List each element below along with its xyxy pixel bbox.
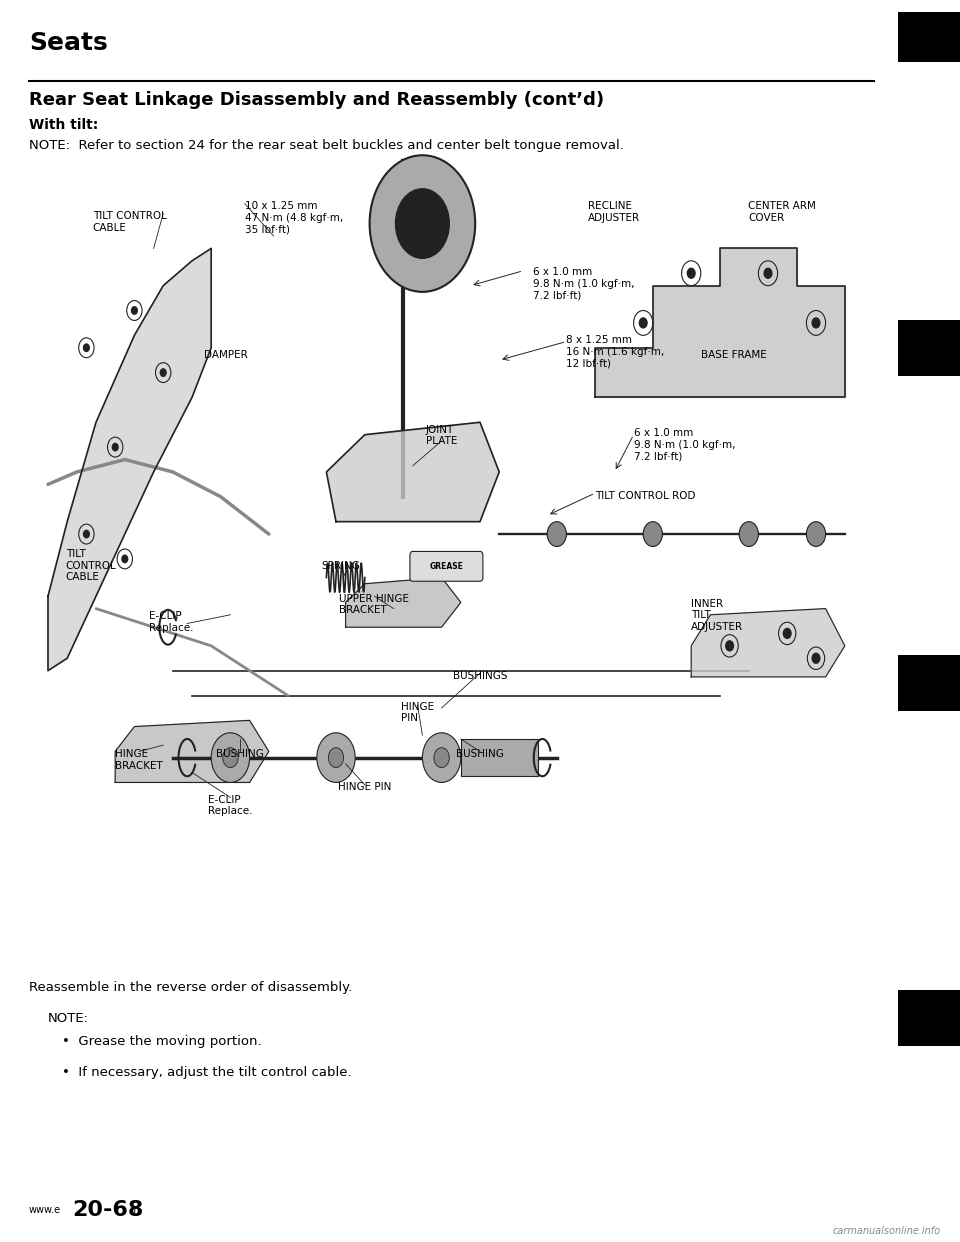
- Circle shape: [812, 318, 820, 328]
- Text: With tilt:: With tilt:: [29, 118, 98, 132]
- Circle shape: [84, 344, 89, 351]
- Text: HINGE
BRACKET: HINGE BRACKET: [115, 749, 163, 770]
- Text: RECLINE
ADJUSTER: RECLINE ADJUSTER: [588, 201, 640, 222]
- Circle shape: [84, 530, 89, 538]
- Text: BUSHING: BUSHING: [216, 749, 264, 759]
- Text: •  Grease the moving portion.: • Grease the moving portion.: [62, 1035, 262, 1047]
- Text: NOTE:  Refer to section 24 for the rear seat belt buckles and center belt tongue: NOTE: Refer to section 24 for the rear s…: [29, 139, 624, 152]
- Text: 6 x 1.0 mm
9.8 N·m (1.0 kgf·m,
7.2 lbf·ft): 6 x 1.0 mm 9.8 N·m (1.0 kgf·m, 7.2 lbf·f…: [634, 428, 735, 462]
- Circle shape: [223, 748, 238, 768]
- Text: INNER
TILT
ADJUSTER: INNER TILT ADJUSTER: [691, 599, 743, 632]
- Text: Seats: Seats: [29, 31, 108, 55]
- FancyBboxPatch shape: [898, 991, 960, 1046]
- Text: HINGE PIN: HINGE PIN: [338, 782, 392, 792]
- Circle shape: [764, 268, 772, 278]
- Circle shape: [122, 555, 128, 563]
- Polygon shape: [595, 248, 845, 397]
- Circle shape: [328, 748, 344, 768]
- Text: 20-68: 20-68: [72, 1200, 143, 1220]
- FancyBboxPatch shape: [898, 656, 960, 710]
- Circle shape: [739, 522, 758, 546]
- Circle shape: [370, 155, 475, 292]
- Text: •  If necessary, adjust the tilt control cable.: • If necessary, adjust the tilt control …: [62, 1066, 352, 1078]
- Text: TILT
CONTROL
CABLE: TILT CONTROL CABLE: [66, 549, 116, 582]
- Circle shape: [806, 522, 826, 546]
- Text: E-CLIP
Replace.: E-CLIP Replace.: [149, 611, 193, 632]
- Text: DAMPER: DAMPER: [204, 350, 248, 360]
- Text: m: m: [130, 1205, 139, 1215]
- Text: Reassemble in the reverse order of disassembly.: Reassemble in the reverse order of disas…: [29, 981, 352, 994]
- Polygon shape: [115, 720, 269, 782]
- Circle shape: [112, 443, 118, 451]
- Circle shape: [434, 748, 449, 768]
- Circle shape: [547, 522, 566, 546]
- Circle shape: [812, 653, 820, 663]
- Polygon shape: [346, 578, 461, 627]
- Text: TILT CONTROL
CABLE: TILT CONTROL CABLE: [93, 211, 166, 232]
- Polygon shape: [691, 609, 845, 677]
- Text: CENTER ARM
COVER: CENTER ARM COVER: [749, 201, 816, 222]
- Text: SPRING: SPRING: [322, 561, 360, 571]
- Circle shape: [687, 268, 695, 278]
- Text: UPPER HINGE
BRACKET: UPPER HINGE BRACKET: [340, 594, 409, 615]
- Circle shape: [396, 189, 449, 258]
- Polygon shape: [48, 248, 211, 671]
- Circle shape: [639, 318, 647, 328]
- FancyBboxPatch shape: [898, 319, 960, 375]
- Text: BUSHING: BUSHING: [456, 749, 504, 759]
- Text: 10 x 1.25 mm
47 N·m (4.8 kgf·m,
35 lbf·ft): 10 x 1.25 mm 47 N·m (4.8 kgf·m, 35 lbf·f…: [245, 201, 343, 235]
- Text: NOTE:: NOTE:: [48, 1012, 89, 1025]
- Text: 8 x 1.25 mm
16 N·m (1.6 kgf·m,
12 lbf·ft): 8 x 1.25 mm 16 N·m (1.6 kgf·m, 12 lbf·ft…: [566, 335, 664, 369]
- Text: GREASE: GREASE: [429, 563, 464, 571]
- Text: E-CLIP
Replace.: E-CLIP Replace.: [208, 795, 252, 816]
- Circle shape: [160, 369, 166, 376]
- Text: TILT CONTROL ROD: TILT CONTROL ROD: [595, 491, 696, 501]
- Text: www.e: www.e: [29, 1205, 60, 1215]
- Circle shape: [726, 641, 733, 651]
- Circle shape: [317, 733, 355, 782]
- Polygon shape: [461, 739, 538, 776]
- Text: 6 x 1.0 mm
9.8 N·m (1.0 kgf·m,
7.2 lbf·ft): 6 x 1.0 mm 9.8 N·m (1.0 kgf·m, 7.2 lbf·f…: [533, 267, 635, 301]
- Circle shape: [422, 733, 461, 782]
- Text: BUSHINGS: BUSHINGS: [453, 671, 507, 681]
- Text: BASE FRAME: BASE FRAME: [701, 350, 766, 360]
- Text: HINGE
PIN: HINGE PIN: [401, 702, 434, 723]
- Circle shape: [132, 307, 137, 314]
- Circle shape: [783, 628, 791, 638]
- Polygon shape: [326, 422, 499, 522]
- FancyBboxPatch shape: [410, 551, 483, 581]
- Text: carmanualsonline.info: carmanualsonline.info: [832, 1226, 941, 1236]
- FancyBboxPatch shape: [898, 12, 960, 62]
- Circle shape: [643, 522, 662, 546]
- Text: JOINT
PLATE: JOINT PLATE: [426, 425, 457, 446]
- Text: Rear Seat Linkage Disassembly and Reassembly (cont’d): Rear Seat Linkage Disassembly and Reasse…: [29, 91, 604, 108]
- Circle shape: [211, 733, 250, 782]
